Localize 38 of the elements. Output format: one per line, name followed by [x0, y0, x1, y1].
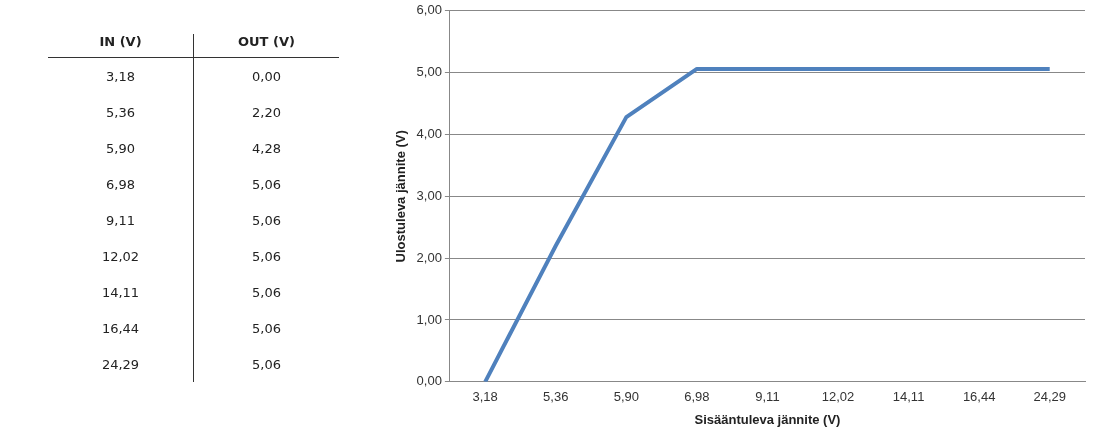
- x-tick-label: 14,11: [892, 389, 925, 405]
- text: 5,06: [251, 247, 282, 266]
- y-tick-label: 6,00: [416, 2, 442, 18]
- text: 5,06: [251, 355, 282, 374]
- text: 0,00: [251, 67, 282, 86]
- x-tick-label: 5,90: [613, 389, 639, 405]
- text: 5,90: [48, 130, 194, 166]
- text: 5,06: [251, 283, 282, 302]
- text: IN (V): [48, 34, 194, 58]
- text: 14,11: [48, 274, 194, 310]
- y-tick-label: 4,00: [416, 126, 442, 142]
- x-tick-label: 16,44: [962, 389, 996, 405]
- y-tick-label: 0,00: [416, 373, 442, 389]
- text: OUT (V): [193, 34, 339, 58]
- text: 3,18: [48, 57, 194, 94]
- x-tick-label: 12,02: [821, 389, 855, 405]
- text: 6,98: [48, 166, 194, 202]
- text: 5,06: [251, 175, 282, 194]
- text: 12,02: [48, 238, 194, 274]
- x-tick-label: 3,18: [472, 389, 498, 405]
- y-tick-label: 5,00: [416, 64, 442, 80]
- text: 5,06: [251, 211, 282, 230]
- x-tick-label: 9,11: [755, 389, 780, 405]
- x-tick-label: 5,36: [543, 389, 569, 405]
- x-axis-title: Sisääntuleva jännite (V): [694, 411, 841, 427]
- y-tick-label: 3,00: [416, 187, 442, 203]
- text: 24,29: [48, 346, 194, 382]
- text: 16,44: [48, 310, 194, 346]
- text: 9,11: [48, 202, 194, 238]
- x-tick-label: 6,98: [684, 389, 710, 405]
- y-axis-title: Ulostuleva jännite (V): [393, 130, 409, 263]
- x-tick-label: 24,29: [1033, 389, 1066, 405]
- text: 2,20: [251, 103, 282, 122]
- text: 5,06: [251, 319, 282, 338]
- text: 4,28: [251, 139, 282, 158]
- text: 5,36: [48, 94, 194, 130]
- y-tick-label: 1,00: [416, 311, 442, 327]
- y-tick-label: 2,00: [416, 249, 442, 265]
